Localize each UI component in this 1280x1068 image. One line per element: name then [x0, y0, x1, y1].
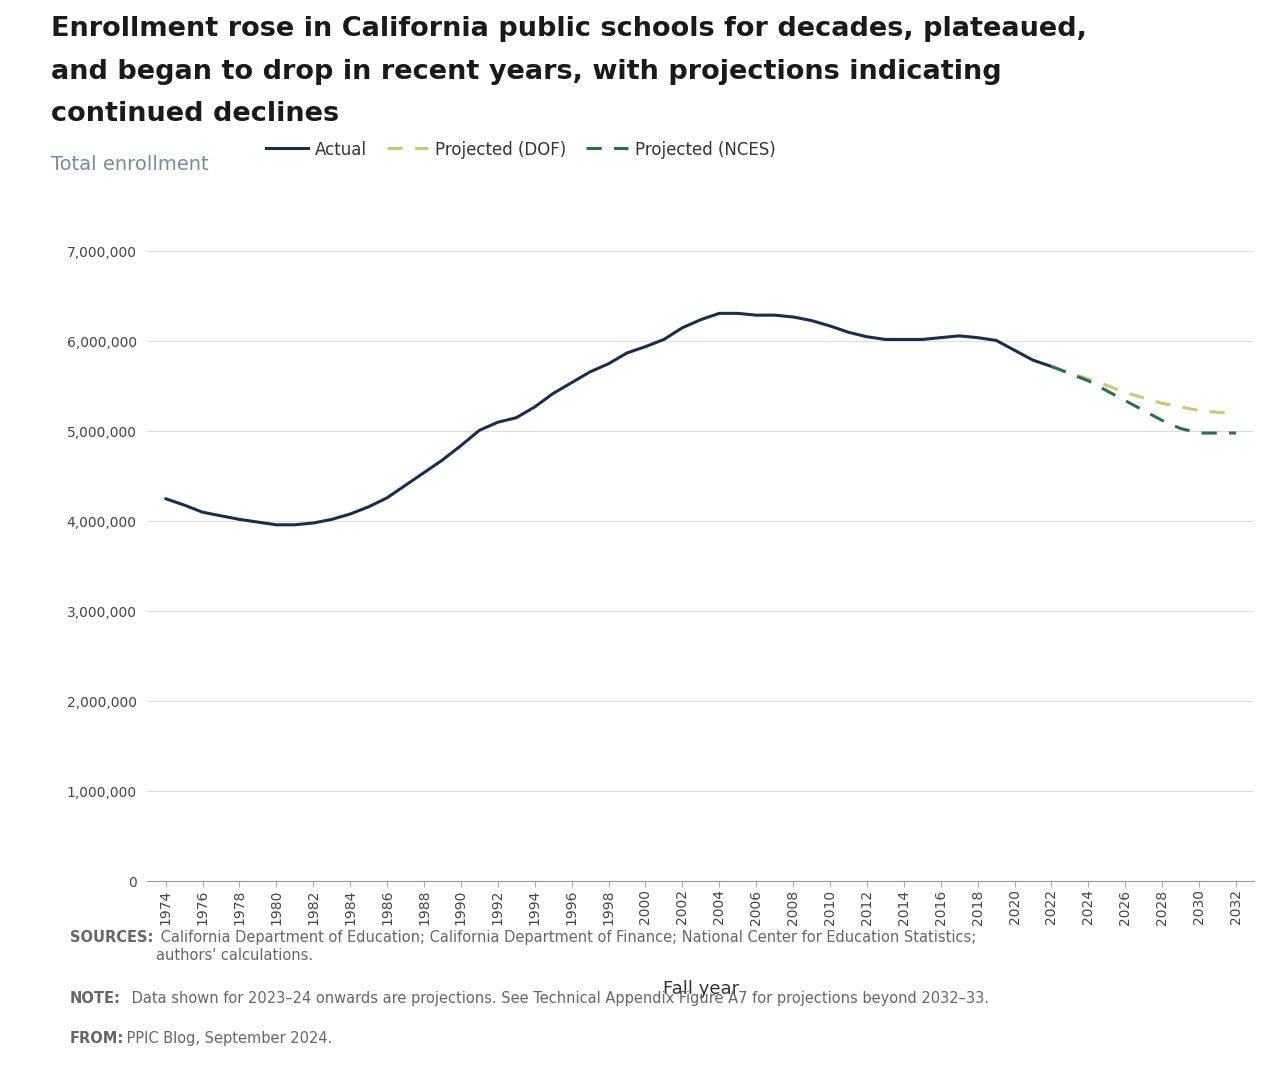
Text: SOURCES:: SOURCES: — [70, 930, 154, 945]
Text: PPIC Blog, September 2024.: PPIC Blog, September 2024. — [122, 1032, 333, 1047]
X-axis label: Fall year: Fall year — [663, 980, 739, 999]
Text: and began to drop in recent years, with projections indicating: and began to drop in recent years, with … — [51, 59, 1002, 84]
Text: Total enrollment: Total enrollment — [51, 155, 209, 174]
Text: continued declines: continued declines — [51, 101, 339, 127]
Text: FROM:: FROM: — [70, 1032, 124, 1047]
Text: California Department of Education; California Department of Finance; National C: California Department of Education; Cali… — [156, 930, 977, 963]
Text: Enrollment rose in California public schools for decades, plateaued,: Enrollment rose in California public sch… — [51, 16, 1087, 42]
Text: NOTE:: NOTE: — [70, 991, 120, 1006]
Legend: Actual, Projected (DOF), Projected (NCES): Actual, Projected (DOF), Projected (NCES… — [266, 141, 776, 159]
Text: Data shown for 2023–24 onwards are projections. See Technical Appendix Figure A7: Data shown for 2023–24 onwards are proje… — [127, 991, 988, 1006]
